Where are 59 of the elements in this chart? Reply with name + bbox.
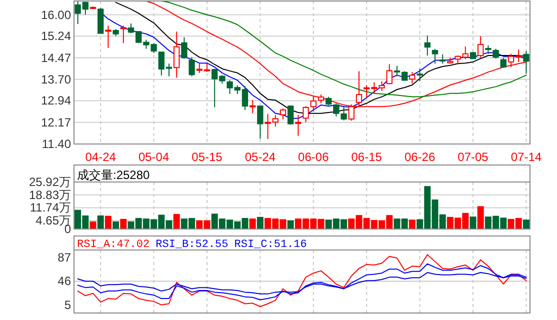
bar [173,214,180,230]
candlestick [416,68,423,82]
line-series [77,272,527,294]
y-tick-label: 5 [64,298,72,312]
candlestick [424,35,430,56]
candlestick [120,25,126,44]
bar [256,216,264,230]
y-tick-label: 12.94 [40,94,72,108]
candlestick [523,50,530,74]
y-tick-label: 87 [58,250,72,265]
y-tick-label: 15.24 [40,29,72,44]
candlestick [295,114,302,136]
candlestick [440,54,446,64]
candlestick [181,36,188,60]
line-series [77,254,527,308]
y-tick-label: 13.70 [40,72,72,86]
candlestick [432,48,438,64]
y-tick-label: 46 [58,274,72,288]
bar [120,218,127,230]
bar [104,216,112,230]
x-tick-label: 05-04 [138,150,170,164]
candlestick [288,105,294,126]
candlestick [280,108,286,120]
candlestick [250,100,256,114]
candlestick [409,72,416,84]
y-tick-label: 11.40 [42,137,72,151]
candlestick [302,106,309,123]
bar [249,218,256,230]
x-tick-label: 07-14 [510,150,542,164]
text: RSI_A:47.02 [77,239,150,251]
x-tick-label: 04-24 [85,150,116,164]
text: RSI_B:52.55 [156,239,228,251]
candlestick [105,25,112,48]
candlestick [500,57,506,68]
x-tick-label: 06-15 [351,150,382,164]
x-tick-label: 05-24 [244,150,276,164]
candlestick [386,64,392,85]
candlestick [188,56,195,77]
x-tick-label: 07-05 [458,150,489,164]
candlestick [257,105,264,140]
bar [97,215,104,230]
bar [477,206,484,230]
y-tick-label: 18.83万 [28,188,71,202]
bar [522,220,530,230]
candlestick [492,48,499,60]
y-tick-label: 11.74万 [30,200,71,215]
candlestick [478,36,484,58]
y-tick-label: 14.47 [40,50,72,65]
line-series [77,263,527,300]
y-tick-label: 25.92万 [28,175,71,189]
annotation: 成交量:25280 [77,168,150,182]
text: RSI_C:51.16 [234,239,307,251]
x-tick-label: 06-26 [404,150,436,164]
bar [408,220,416,230]
x-tick-label: 05-15 [192,150,223,164]
y-tick-label: 12.17 [40,115,72,130]
x-tick-label: 06-06 [298,150,330,164]
candlestick [174,31,180,78]
y-tick-label: 16.00 [40,8,72,22]
